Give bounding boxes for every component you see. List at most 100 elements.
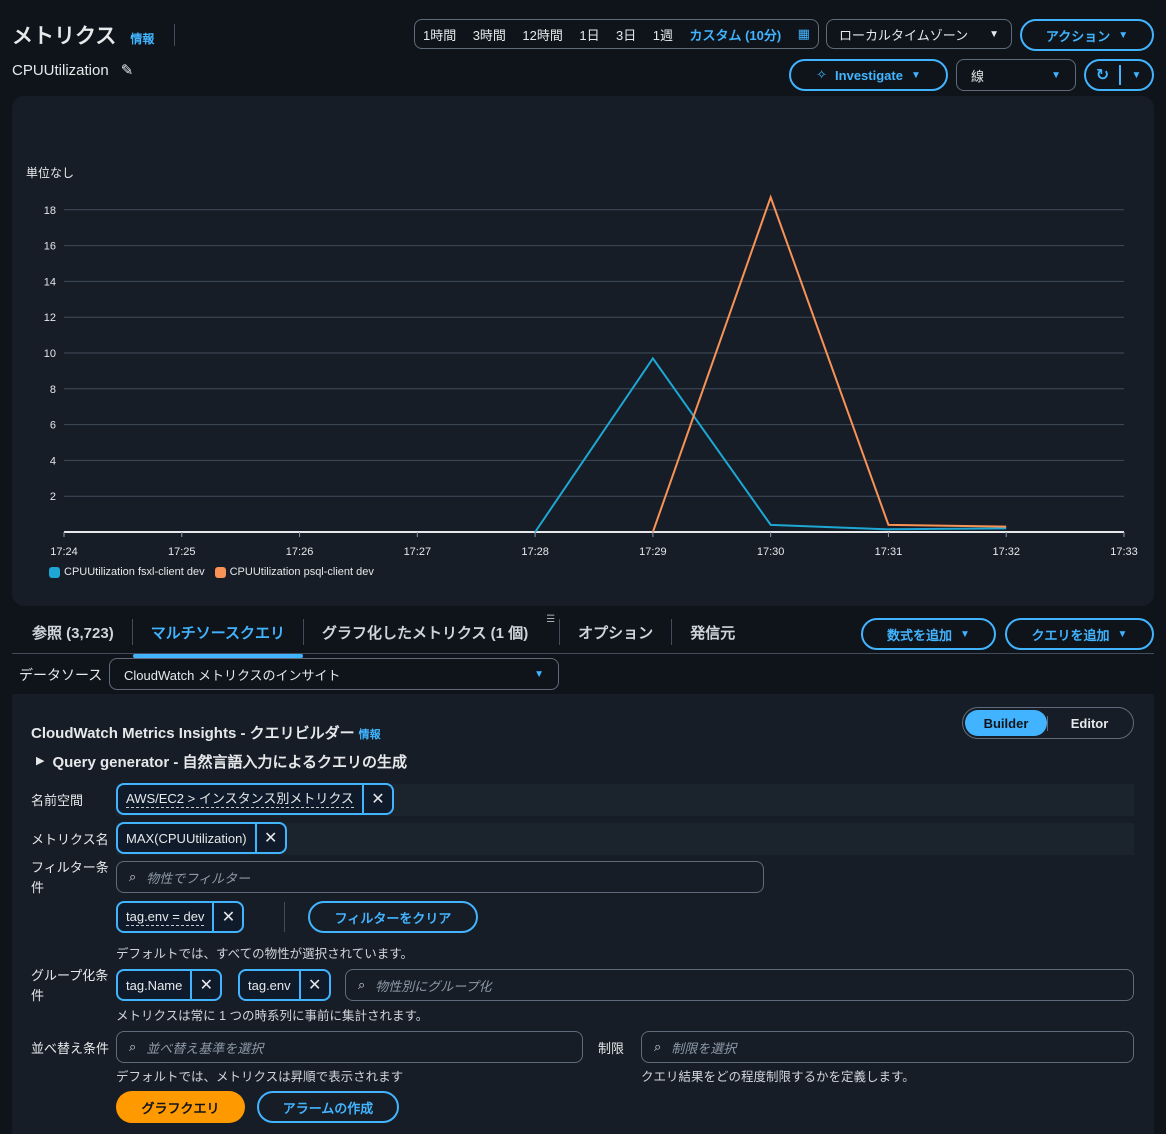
clear-filters-button[interactable]: フィルターをクリア bbox=[308, 901, 478, 933]
x-tick-label: 17:33 bbox=[1110, 546, 1138, 558]
order-placeholder: 並べ替え基準を選択 bbox=[146, 1040, 264, 1056]
divider bbox=[174, 24, 176, 46]
tab-source[interactable]: 発信元 bbox=[690, 624, 736, 642]
sparkle-icon: ✧ bbox=[816, 67, 828, 82]
x-tick-label: 17:30 bbox=[757, 546, 785, 558]
remove-icon[interactable]: ✕ bbox=[212, 903, 242, 931]
group-help: メトリクスは常に 1 つの時系列に事前に集計されます。 bbox=[116, 1009, 429, 1023]
add-query-button[interactable]: クエリを追加 ▼ bbox=[1005, 618, 1154, 650]
x-tick-label: 17:26 bbox=[286, 546, 314, 558]
remove-icon[interactable]: ✕ bbox=[361, 785, 392, 813]
query-generator-expander[interactable]: ▶ Query generator - 自然言語入力によるクエリの生成 bbox=[36, 751, 407, 772]
datasource-value: CloudWatch メトリクスのインサイト bbox=[124, 667, 341, 683]
divider bbox=[284, 902, 285, 932]
group-token: tag.env ✕ bbox=[238, 969, 331, 1001]
namespace-value[interactable]: AWS/EC2 > インスタンス別メトリクス bbox=[126, 790, 354, 808]
edit-icon[interactable]: ✎ bbox=[120, 62, 134, 79]
group-by-input[interactable]: ⌕ 物性別にグループ化 bbox=[345, 969, 1134, 1001]
filter-placeholder: 物性でフィルター bbox=[146, 870, 251, 886]
filter-input[interactable]: ⌕ 物性でフィルター bbox=[116, 861, 764, 893]
time-3h[interactable]: 3時間 bbox=[472, 27, 506, 43]
add-math-button[interactable]: 数式を追加 ▼ bbox=[861, 618, 996, 650]
group-placeholder: 物性別にグループ化 bbox=[375, 978, 492, 994]
info-link[interactable]: 情報 bbox=[358, 729, 381, 741]
tab-multi-source-query[interactable]: マルチソースクエリ bbox=[132, 612, 303, 658]
info-link[interactable]: 情報 bbox=[130, 32, 155, 46]
metric-value[interactable]: MAX(CPUUtilization) bbox=[126, 830, 247, 846]
group-value[interactable]: tag.env bbox=[248, 977, 291, 993]
chart-legend: CPUUtilization fsxl-client dev CPUUtiliza… bbox=[49, 566, 374, 578]
remove-icon[interactable]: ✕ bbox=[298, 971, 329, 999]
y-tick-label: 16 bbox=[44, 241, 56, 253]
series-line-0 bbox=[534, 356, 1007, 533]
calendar-icon[interactable]: ▦ bbox=[797, 26, 810, 41]
caret-down-icon: ▼ bbox=[534, 668, 544, 680]
group-by-label: グループ化条件 bbox=[31, 968, 109, 1003]
time-1w[interactable]: 1週 bbox=[652, 27, 673, 43]
divider bbox=[671, 619, 673, 645]
time-12h[interactable]: 12時間 bbox=[522, 27, 563, 43]
graph-query-button[interactable]: グラフクエリ bbox=[116, 1091, 245, 1123]
order-by-label: 並べ替え条件 bbox=[31, 1041, 110, 1056]
tabs-divider bbox=[12, 653, 1154, 654]
tab-graphed-metrics[interactable]: グラフ化したメトリクス (1 個) bbox=[321, 624, 529, 642]
divider bbox=[302, 619, 304, 645]
create-alarm-button[interactable]: アラームの作成 bbox=[257, 1091, 399, 1123]
y-tick-label: 2 bbox=[50, 491, 56, 503]
x-tick-label: 17:32 bbox=[992, 546, 1020, 558]
time-3d[interactable]: 3日 bbox=[616, 27, 637, 43]
remove-icon[interactable]: ✕ bbox=[254, 824, 285, 852]
y-tick-label: 18 bbox=[44, 205, 56, 217]
metric-title: CPUUtilization bbox=[12, 61, 109, 79]
x-tick-label: 17:24 bbox=[50, 546, 78, 558]
timezone-dropdown[interactable]: ローカルタイムゾーン ▼ bbox=[826, 19, 1012, 49]
metric-name-label: メトリクス名 bbox=[31, 832, 109, 847]
time-custom[interactable]: カスタム (10分) bbox=[689, 27, 782, 43]
add-query-label: クエリを追加 bbox=[1031, 627, 1110, 643]
search-icon: ⌕ bbox=[358, 977, 366, 992]
tab-multi-source-query-label: マルチソースクエリ bbox=[150, 624, 285, 642]
remove-icon[interactable]: ✕ bbox=[190, 971, 220, 999]
legend-item[interactable]: CPUUtilization fsxl-client dev bbox=[49, 566, 205, 578]
caret-down-icon: ▼ bbox=[1051, 69, 1061, 81]
y-axis-label: 単位なし bbox=[26, 166, 75, 180]
builder-title-row: CloudWatch Metrics Insights - クエリビルダー 情報 bbox=[31, 722, 381, 743]
namespace-label: 名前空間 bbox=[31, 793, 84, 808]
refresh-icon[interactable]: ↻ bbox=[1086, 65, 1121, 85]
search-icon: ⌕ bbox=[129, 869, 137, 884]
caret-down-icon: ▼ bbox=[910, 69, 921, 81]
actions-button[interactable]: アクション ▼ bbox=[1020, 19, 1154, 51]
page-title: メトリクス bbox=[12, 25, 117, 48]
chart-type-dropdown[interactable]: 線 ▼ bbox=[956, 59, 1076, 91]
x-tick-label: 17:28 bbox=[521, 546, 549, 558]
chart-type-label: 線 bbox=[971, 68, 985, 84]
metric-token: MAX(CPUUtilization) ✕ bbox=[116, 822, 287, 854]
refresh-button-group: ↻ ▼ bbox=[1084, 59, 1154, 91]
time-1h[interactable]: 1時間 bbox=[423, 27, 457, 43]
create-alarm-label: アラームの作成 bbox=[282, 1100, 374, 1116]
series-line-1 bbox=[651, 194, 1007, 533]
legend-swatch bbox=[49, 566, 60, 578]
y-tick-label: 8 bbox=[50, 384, 56, 396]
tab-browse[interactable]: 参照 (3,723) bbox=[32, 624, 114, 642]
order-by-input[interactable]: ⌕ 並べ替え基準を選択 bbox=[116, 1031, 583, 1063]
refresh-options-caret-icon[interactable]: ▼ bbox=[1131, 69, 1142, 81]
time-range-selector: 1時間 3時間 12時間 1日 3日 1週 カスタム (10分) ▦ bbox=[414, 19, 819, 49]
time-1d[interactable]: 1日 bbox=[579, 27, 600, 43]
group-value[interactable]: tag.Name bbox=[126, 977, 183, 993]
datasource-label: データソース bbox=[19, 667, 103, 683]
y-tick-label: 4 bbox=[50, 455, 56, 467]
builder-title: CloudWatch Metrics Insights - クエリビルダー bbox=[31, 725, 355, 742]
investigate-button[interactable]: ✧ Investigate ▼ bbox=[789, 59, 948, 91]
editor-mode-button[interactable]: Editor bbox=[1047, 715, 1131, 731]
tab-options[interactable]: オプション bbox=[578, 624, 654, 642]
limit-input[interactable]: ⌕ 制限を選択 bbox=[641, 1031, 1134, 1063]
caret-down-icon: ▼ bbox=[989, 28, 999, 40]
divider bbox=[559, 619, 561, 645]
drag-handle-icon[interactable]: ☰ bbox=[546, 614, 556, 625]
legend-item[interactable]: CPUUtilization psql-client dev bbox=[214, 566, 374, 578]
builder-mode-button[interactable]: Builder bbox=[965, 710, 1047, 736]
filter-value[interactable]: tag.env = dev bbox=[126, 908, 205, 926]
legend-label: CPUUtilization fsxl-client dev bbox=[64, 566, 205, 578]
datasource-select[interactable]: CloudWatch メトリクスのインサイト ▼ bbox=[109, 658, 559, 690]
